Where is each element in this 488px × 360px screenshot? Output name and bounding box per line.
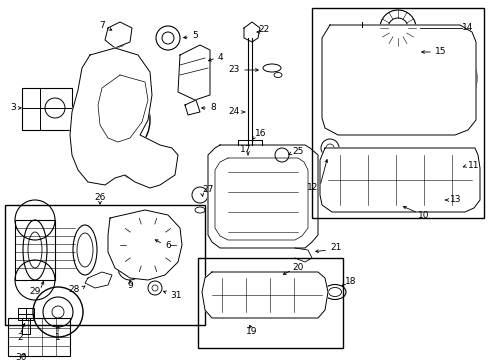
Text: 6: 6 [164, 240, 170, 249]
Text: 22: 22 [258, 26, 269, 35]
Bar [198, 258, 342, 348]
Polygon shape [319, 148, 479, 212]
Text: 10: 10 [417, 211, 428, 220]
Text: 3: 3 [10, 104, 16, 112]
Bar [22, 88, 72, 130]
Bar [5, 205, 204, 325]
Text: 21: 21 [329, 243, 341, 252]
Text: 7: 7 [99, 21, 105, 30]
Polygon shape [70, 48, 178, 188]
Bar [18, 308, 34, 320]
Text: 16: 16 [254, 129, 266, 138]
Text: 19: 19 [246, 328, 257, 337]
Text: 13: 13 [449, 195, 461, 204]
Text: 14: 14 [461, 23, 472, 32]
Bar [22, 318, 30, 334]
Bar [311, 8, 483, 218]
Text: 8: 8 [209, 104, 215, 112]
Text: 31: 31 [170, 291, 181, 300]
Text: 9: 9 [127, 280, 133, 289]
Text: 17: 17 [240, 145, 251, 154]
Text: 20: 20 [291, 264, 303, 273]
Text: 18: 18 [345, 278, 356, 287]
Text: 11: 11 [467, 161, 479, 170]
Text: 24: 24 [228, 108, 240, 117]
Bar [15, 220, 55, 280]
Polygon shape [178, 45, 209, 100]
Text: 29: 29 [29, 288, 41, 297]
Text: 28: 28 [68, 285, 80, 294]
Text: 30: 30 [15, 352, 26, 360]
Circle shape [74, 82, 150, 158]
Polygon shape [207, 145, 317, 248]
Text: 25: 25 [291, 148, 303, 157]
Bar [8, 318, 70, 356]
Text: 2: 2 [17, 333, 23, 342]
Polygon shape [321, 25, 475, 135]
Text: 26: 26 [94, 193, 105, 202]
Text: 15: 15 [434, 48, 446, 57]
Polygon shape [108, 210, 182, 280]
Text: 5: 5 [192, 31, 197, 40]
Text: 12: 12 [306, 184, 317, 193]
Polygon shape [85, 272, 112, 288]
Text: 27: 27 [202, 185, 213, 194]
Polygon shape [202, 272, 327, 318]
Text: 1: 1 [55, 333, 61, 342]
Polygon shape [184, 100, 200, 115]
Text: 23: 23 [228, 66, 240, 75]
Text: 4: 4 [218, 54, 223, 63]
Polygon shape [105, 22, 132, 48]
